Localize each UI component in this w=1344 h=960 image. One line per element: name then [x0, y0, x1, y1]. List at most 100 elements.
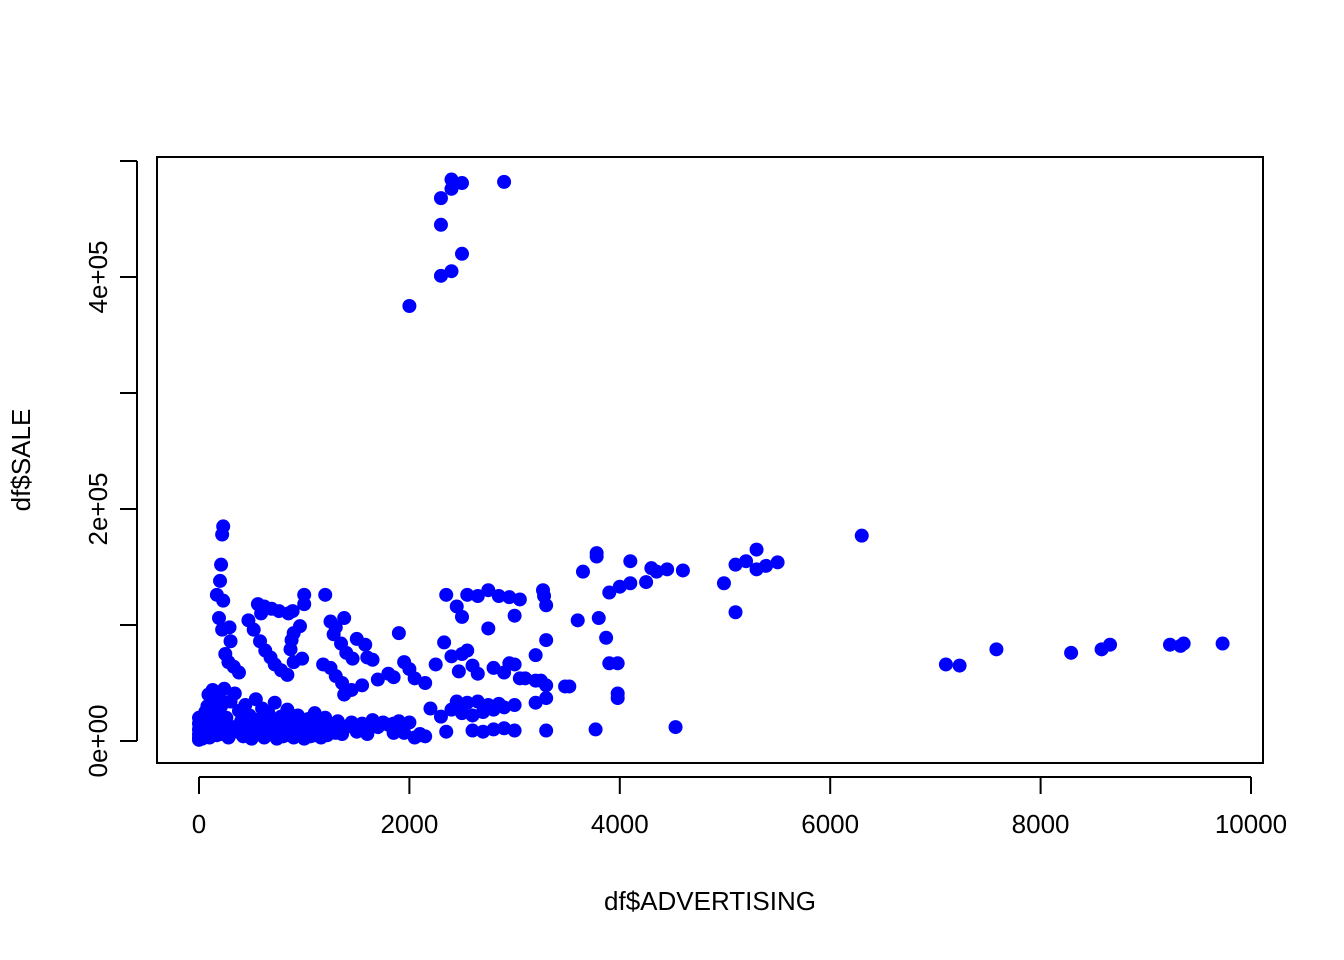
- data-point: [952, 658, 967, 673]
- data-point: [739, 554, 754, 569]
- data-point: [402, 299, 417, 313]
- data-point: [370, 672, 385, 687]
- data-point: [1162, 637, 1177, 652]
- data-point: [539, 723, 554, 738]
- data-point: [280, 667, 295, 682]
- data-point: [675, 563, 690, 578]
- data-point: [285, 604, 300, 619]
- data-point: [602, 585, 617, 600]
- data-point: [539, 633, 554, 648]
- data-point: [539, 691, 554, 706]
- data-point: [423, 701, 438, 716]
- x-axis-title: df$ADVERTISING: [604, 886, 816, 916]
- x-tick-label: 4000: [591, 809, 649, 839]
- data-point: [562, 679, 577, 694]
- data-point: [391, 626, 406, 641]
- y-tick-label: 4e+05: [83, 240, 113, 313]
- data-point: [589, 546, 604, 561]
- plot-box: [156, 156, 1264, 764]
- data-point: [610, 691, 625, 706]
- data-point: [433, 217, 448, 232]
- data-point: [214, 557, 229, 572]
- data-point: [428, 657, 443, 672]
- data-point: [365, 652, 380, 667]
- data-point: [402, 715, 417, 730]
- data-point: [660, 562, 675, 577]
- data-point: [728, 557, 743, 572]
- data-point: [292, 619, 307, 634]
- data-point: [623, 576, 638, 591]
- data-point: [497, 721, 512, 736]
- data-point: [639, 575, 654, 590]
- y-tick-label: 2e+05: [83, 472, 113, 545]
- data-point: [211, 611, 226, 626]
- data-point: [507, 657, 522, 672]
- data-point: [297, 587, 312, 602]
- data-point: [449, 599, 464, 614]
- data-point: [283, 642, 298, 657]
- data-point: [588, 722, 603, 737]
- data-point: [491, 696, 506, 711]
- data-point: [854, 528, 869, 543]
- data-point: [575, 564, 590, 579]
- data-point: [476, 724, 491, 739]
- data-point: [518, 671, 533, 686]
- data-point: [528, 695, 543, 710]
- data-point: [610, 656, 625, 671]
- data-point: [465, 723, 480, 738]
- data-point: [451, 664, 466, 679]
- data-point: [491, 589, 506, 603]
- data-point: [337, 687, 352, 702]
- data-point: [355, 678, 370, 693]
- data-point: [507, 723, 522, 738]
- data-point: [267, 695, 282, 710]
- data-point: [407, 671, 422, 686]
- data-point: [386, 670, 401, 685]
- data-point: [668, 720, 683, 735]
- data-point: [1176, 636, 1191, 651]
- data-point: [539, 598, 554, 613]
- data-point: [418, 729, 433, 744]
- x-tick-label: 10000: [1215, 809, 1287, 839]
- data-point: [481, 698, 496, 713]
- data-point: [465, 708, 480, 723]
- y-tick-label: 0e+00: [83, 704, 113, 777]
- data-point: [316, 657, 331, 672]
- data-point: [599, 630, 614, 645]
- data-point: [418, 676, 433, 690]
- data-point: [460, 587, 475, 602]
- data-point: [989, 642, 1004, 657]
- data-point: [481, 621, 496, 636]
- x-tick-label: 2000: [380, 809, 438, 839]
- data-point: [591, 611, 606, 626]
- data-point: [449, 694, 464, 709]
- data-point: [358, 637, 373, 652]
- data-point: [437, 635, 452, 650]
- data-point: [486, 660, 501, 675]
- data-point: [227, 686, 242, 701]
- data-point: [460, 695, 475, 710]
- data-point: [215, 527, 230, 542]
- data-point: [938, 657, 953, 672]
- data-point: [335, 676, 350, 690]
- data-point: [1103, 637, 1118, 652]
- data-point: [280, 702, 295, 717]
- data-point: [433, 268, 448, 283]
- data-point: [444, 172, 459, 187]
- data-point: [486, 722, 501, 737]
- y-axis: 0e+00 2e+05 4e+05: [83, 160, 138, 778]
- data-point: [528, 648, 543, 663]
- data-point: [455, 246, 469, 261]
- data-point: [728, 605, 743, 620]
- data-point: [623, 554, 638, 569]
- data-point: [433, 191, 448, 206]
- data-point: [507, 608, 522, 623]
- data-point: [470, 666, 485, 681]
- data-point: [231, 665, 246, 680]
- data-point: [470, 694, 485, 709]
- data-point: [222, 620, 237, 635]
- data-point: [345, 651, 360, 666]
- data-point: [770, 555, 785, 570]
- data-point: [433, 709, 448, 724]
- data-point: [444, 264, 459, 279]
